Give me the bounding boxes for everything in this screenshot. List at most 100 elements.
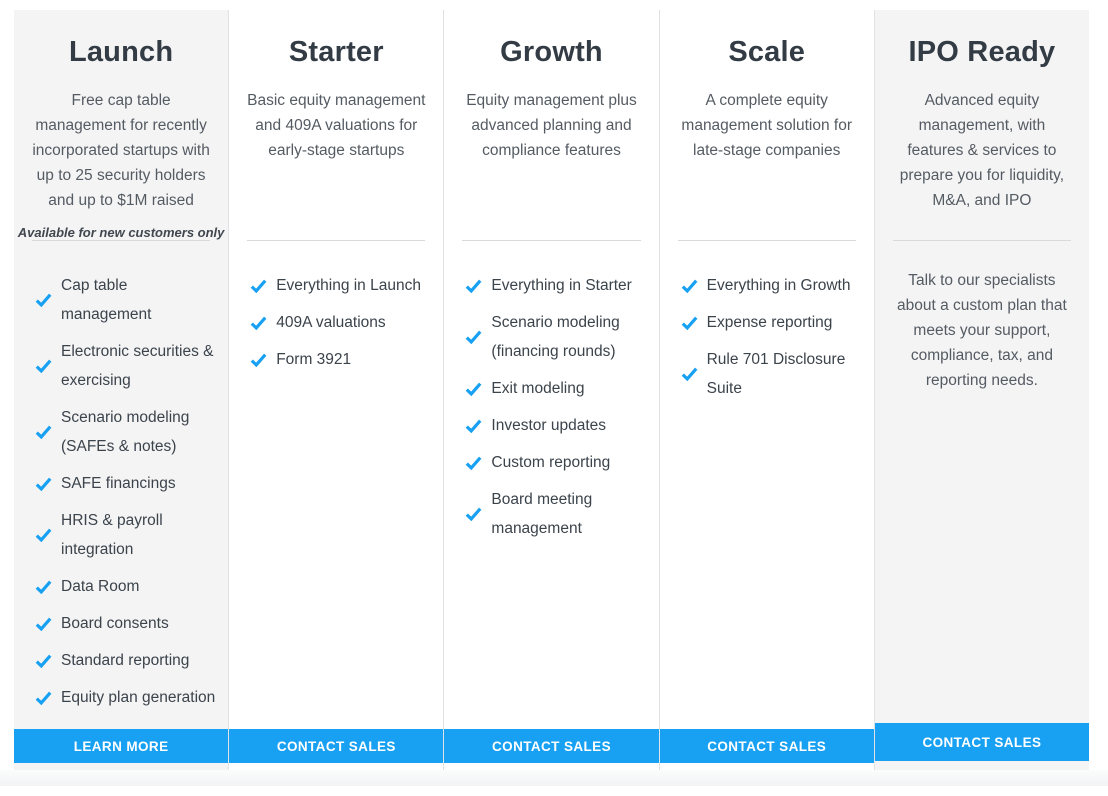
feature-item: Expense reporting xyxy=(681,308,868,337)
column-spacer xyxy=(660,411,874,729)
check-icon xyxy=(35,477,52,491)
plan-description: A complete equity management solution fo… xyxy=(681,92,853,159)
check-icon xyxy=(35,691,52,705)
plan-column-scale: Scale A complete equity management solut… xyxy=(658,10,874,770)
check-icon xyxy=(35,293,52,307)
header-divider xyxy=(247,240,426,241)
check-icon xyxy=(681,316,698,330)
feature-label: Board meeting management xyxy=(491,491,593,537)
header-divider xyxy=(677,240,856,241)
plan-title: IPO Ready xyxy=(908,36,1056,68)
feature-label: Rule 701 Disclosure Suite xyxy=(706,351,846,397)
check-icon xyxy=(681,279,698,293)
feature-item: Board consents xyxy=(35,609,222,638)
check-icon xyxy=(466,382,482,396)
feature-list: Cap table management Electronic securiti… xyxy=(14,241,228,720)
feature-item: Equity plan generation xyxy=(35,683,222,712)
feature-item: Everything in Starter xyxy=(465,271,652,300)
contact-sales-button[interactable]: CONTACT SALES xyxy=(444,729,659,763)
feature-label: Scenario modeling (SAFEs & notes) xyxy=(61,409,190,455)
page-footer-band xyxy=(0,770,1108,786)
header-divider xyxy=(462,240,641,241)
check-icon xyxy=(466,330,482,344)
plan-column-launch: Launch Free cap table management for rec… xyxy=(14,10,229,770)
contact-sales-button[interactable]: CONTACT SALES xyxy=(874,723,1090,761)
feature-list: Everything in Launch 409A valuations For… xyxy=(229,241,443,382)
feature-item: Investor updates xyxy=(465,411,652,440)
check-icon xyxy=(466,419,482,433)
feature-label: Standard reporting xyxy=(61,652,190,669)
check-icon xyxy=(35,654,52,668)
feature-label: Cap table management xyxy=(61,277,152,323)
plan-column-growth: Growth Equity management plus advanced p… xyxy=(443,10,659,770)
plan-header: Scale A complete equity management solut… xyxy=(660,10,874,240)
column-spacer xyxy=(444,551,658,729)
feature-label: Everything in Launch xyxy=(276,277,421,294)
feature-label: Data Room xyxy=(61,578,140,595)
check-icon xyxy=(35,580,52,594)
plan-header: Starter Basic equity management and 409A… xyxy=(229,10,443,240)
feature-label: Everything in Starter xyxy=(491,277,632,294)
check-icon xyxy=(466,456,482,470)
learn-more-button[interactable]: LEARN MORE xyxy=(14,729,229,763)
feature-item: 409A valuations xyxy=(250,308,437,337)
check-icon xyxy=(35,359,52,373)
column-spacer xyxy=(875,393,1089,723)
feature-item: Scenario modeling (SAFEs & notes) xyxy=(35,403,222,461)
feature-label: SAFE financings xyxy=(61,475,176,492)
contact-sales-button[interactable]: CONTACT SALES xyxy=(229,729,444,763)
pricing-table: Launch Free cap table management for rec… xyxy=(14,10,1090,770)
feature-item: Data Room xyxy=(35,572,222,601)
feature-label: HRIS & payroll integration xyxy=(61,512,163,558)
feature-item: Rule 701 Disclosure Suite xyxy=(681,345,868,403)
feature-item: Electronic securities & exercising xyxy=(35,337,222,395)
feature-item: Everything in Launch xyxy=(250,271,437,300)
feature-label: Investor updates xyxy=(491,417,607,434)
feature-item: Standard reporting xyxy=(35,646,222,675)
header-divider xyxy=(32,240,211,241)
feature-item: Scenario modeling (financing rounds) xyxy=(465,308,652,366)
feature-item: Form 3921 xyxy=(250,345,437,374)
feature-label: Exit modeling xyxy=(491,380,585,397)
check-icon xyxy=(250,353,267,367)
feature-item: Custom reporting xyxy=(465,448,652,477)
plan-description: Basic equity management and 409A valuati… xyxy=(247,92,426,159)
contact-sales-button[interactable]: CONTACT SALES xyxy=(659,729,874,763)
plan-description: Equity management plus advanced planning… xyxy=(466,92,637,159)
feature-label: 409A valuations xyxy=(276,314,386,331)
plan-info-text: Talk to our specialists about a custom p… xyxy=(897,272,1067,389)
feature-label: Equity plan generation xyxy=(61,689,216,706)
feature-item: HRIS & payroll integration xyxy=(35,506,222,564)
check-icon xyxy=(35,617,52,631)
plan-column-starter: Starter Basic equity management and 409A… xyxy=(228,10,444,770)
plan-title: Starter xyxy=(288,36,384,68)
column-spacer xyxy=(14,720,228,729)
plan-title: Launch xyxy=(68,36,174,68)
header-divider xyxy=(892,240,1072,241)
feature-item: Board meeting management xyxy=(465,485,652,543)
plan-note: Available for new customers only xyxy=(17,225,225,240)
plan-header: IPO Ready Advanced equity management, wi… xyxy=(875,10,1089,240)
plan-description: Advanced equity management, with feature… xyxy=(899,92,1065,209)
feature-list: Everything in Starter Scenario modeling … xyxy=(444,241,658,551)
check-icon xyxy=(35,528,52,542)
check-icon xyxy=(681,367,698,381)
feature-list: Everything in Growth Expense reporting R… xyxy=(660,241,874,411)
feature-item: Cap table management xyxy=(35,271,222,329)
feature-item: Everything in Growth xyxy=(681,271,868,300)
feature-label: Expense reporting xyxy=(706,314,833,331)
check-icon xyxy=(250,279,267,293)
plan-title: Scale xyxy=(728,36,806,68)
feature-label: Electronic securities & exercising xyxy=(61,343,214,389)
plan-title: Growth xyxy=(500,36,603,68)
check-icon xyxy=(466,507,482,521)
check-icon xyxy=(466,279,482,293)
feature-label: Form 3921 xyxy=(276,351,352,368)
feature-label: Everything in Growth xyxy=(706,277,851,294)
plan-header: Launch Free cap table management for rec… xyxy=(14,10,228,240)
feature-label: Custom reporting xyxy=(491,454,611,471)
column-spacer xyxy=(229,382,443,729)
plan-column-ipo-ready: IPO Ready Advanced equity management, wi… xyxy=(873,10,1090,770)
feature-label: Scenario modeling (financing rounds) xyxy=(491,314,620,360)
check-icon xyxy=(35,425,52,439)
